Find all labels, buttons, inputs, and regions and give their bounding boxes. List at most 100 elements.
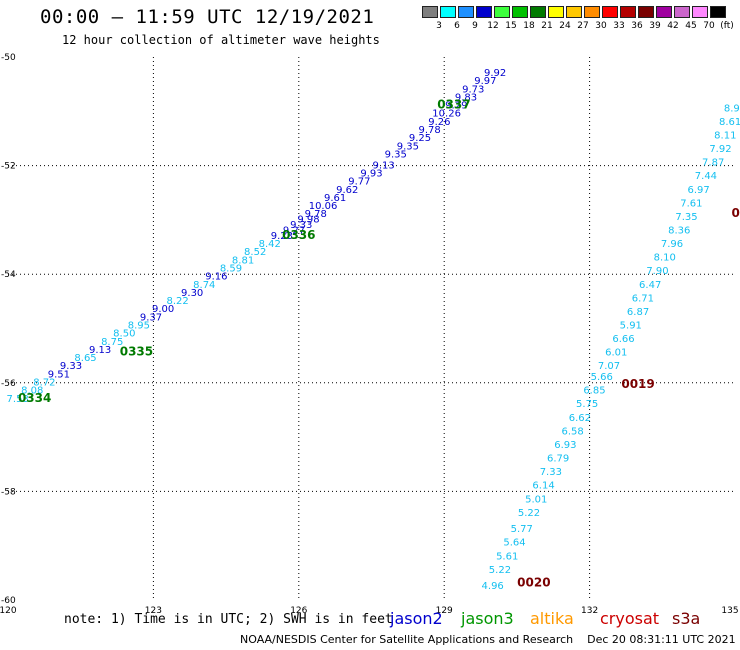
y-tick-label: -60: [1, 596, 16, 606]
data-label: 9.33: [290, 220, 312, 231]
color-swatch: [692, 6, 708, 18]
data-label: 8.61: [719, 117, 740, 128]
color-scale-tick: 9: [472, 21, 478, 31]
data-label: 8.65: [74, 353, 96, 364]
y-tick-label: -50: [1, 53, 16, 63]
data-label: 8.22: [167, 296, 189, 307]
data-label: 7.87: [702, 158, 724, 169]
data-label: 9.35: [385, 149, 407, 160]
color-scale-tick: 30: [595, 21, 607, 31]
color-swatch: [458, 6, 474, 18]
data-label: 8.59: [220, 263, 242, 274]
data-label: 10.26: [432, 109, 461, 120]
time-label: 0336: [282, 228, 315, 242]
x-tick-label: 132: [581, 606, 598, 616]
mission-jason2: jason2: [390, 609, 443, 628]
data-label: 9.62: [336, 185, 358, 196]
data-label: 5.77: [511, 524, 533, 535]
data-label: 9.93: [360, 168, 382, 179]
color-swatch: [656, 6, 672, 18]
data-label: 8.11: [714, 130, 736, 141]
color-swatch: [710, 6, 726, 18]
data-label: 10.06: [309, 201, 338, 212]
data-label: 5.75: [576, 399, 598, 410]
x-tick-label: 129: [436, 606, 453, 616]
data-label: 9.73: [462, 84, 484, 95]
color-swatch: [566, 6, 582, 18]
color-swatch: [620, 6, 636, 18]
data-label: 7.61: [680, 198, 702, 209]
color-swatch: [422, 6, 438, 18]
data-label: 8.36: [668, 225, 690, 236]
data-label: 6.66: [612, 334, 634, 345]
x-tick-label: 123: [145, 606, 162, 616]
data-label: 9.78: [305, 209, 327, 220]
color-scale-tick: 21: [541, 21, 553, 31]
time-label: 0334: [18, 391, 51, 405]
x-tick-label: 135: [721, 606, 738, 616]
data-label: 5.61: [496, 551, 518, 562]
data-label: 9.25: [409, 133, 431, 144]
data-label: 9.13: [372, 160, 394, 171]
color-scale-tick: (ft): [720, 21, 734, 31]
color-scale-tick: 39: [649, 21, 661, 31]
data-label: 8.10: [654, 253, 676, 264]
data-label: 9.37: [140, 312, 162, 323]
color-swatch: [548, 6, 564, 18]
data-label: 5.22: [518, 508, 540, 519]
color-scale-tick: 45: [685, 21, 697, 31]
data-label: 8.72: [33, 378, 55, 389]
color-scale-tick: 42: [667, 21, 679, 31]
y-tick-label: -54: [1, 270, 16, 280]
data-label: 6.79: [547, 454, 569, 465]
data-label: 6.62: [569, 413, 591, 424]
footer-credit: NOAA/NESDIS Center for Satellite Applica…: [240, 633, 736, 646]
data-label: 4.96: [482, 581, 504, 592]
color-swatch: [494, 6, 510, 18]
color-scale-tick: 12: [487, 21, 499, 31]
color-scale-tick: 3: [436, 21, 442, 31]
data-label: 9.77: [348, 177, 370, 188]
y-tick-label: -56: [1, 379, 16, 389]
data-label: 9.98: [297, 215, 319, 226]
data-label: 9.83: [455, 92, 477, 103]
data-label: 9.13: [89, 345, 111, 356]
data-label: 7.33: [540, 467, 562, 478]
chart-title: 00:00 – 11:59 UTC 12/19/2021: [40, 6, 375, 28]
color-swatch: [440, 6, 456, 18]
mission-s3a: s3a: [672, 609, 701, 628]
x-tick-label: 126: [290, 606, 307, 616]
data-label: 6.93: [554, 440, 576, 451]
data-label: 7.44: [695, 171, 717, 182]
y-tick-label: -58: [1, 487, 16, 497]
data-label: 7.90: [646, 266, 668, 277]
data-label: 7.53: [7, 394, 29, 405]
data-label: 6.71: [632, 293, 654, 304]
color-scale-tick: 36: [631, 21, 643, 31]
data-label: 6.87: [627, 307, 649, 318]
data-label: 7.96: [661, 239, 683, 250]
color-scale-tick: 18: [523, 21, 535, 31]
time-label: 0337: [437, 98, 470, 112]
data-label: 5.01: [525, 494, 547, 505]
data-label: 9.35: [397, 141, 419, 152]
data-label: 6.58: [562, 426, 584, 437]
data-label: 5.66: [591, 372, 613, 383]
data-label: 8.42: [259, 239, 281, 250]
color-swatch: [584, 6, 600, 18]
data-label: 5.22: [489, 565, 511, 576]
data-label: 8.08: [21, 386, 43, 397]
time-label: 0019: [621, 377, 654, 391]
data-label: 9.23: [271, 231, 293, 242]
mission-cryosat: cryosat: [600, 609, 660, 628]
time-label: 0335: [120, 345, 153, 359]
color-scale-tick: 70: [703, 21, 715, 31]
data-label: 9.61: [324, 193, 346, 204]
data-label: 6.47: [639, 280, 661, 291]
data-label: 9.33: [60, 361, 82, 372]
data-label: 6.01: [605, 348, 627, 359]
data-label: 9.26: [428, 117, 450, 128]
color-swatch: [638, 6, 654, 18]
data-label: 6.97: [688, 185, 710, 196]
